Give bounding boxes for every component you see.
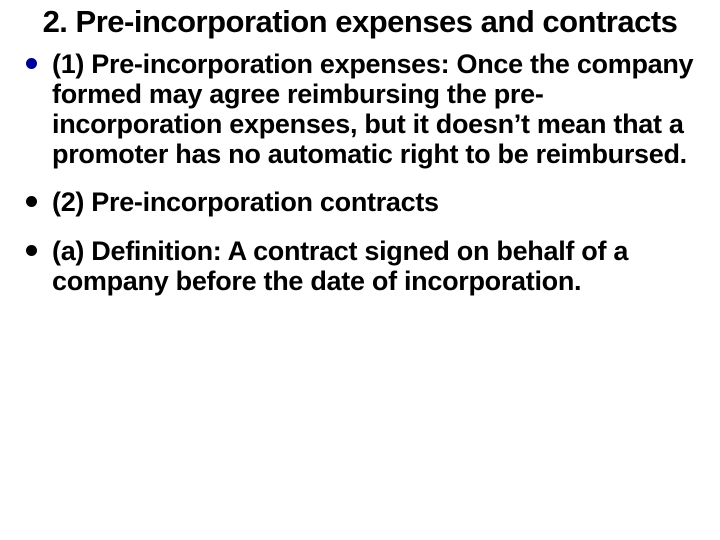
list-item-text: (1) Pre-incorporation expenses: Once the…: [52, 49, 693, 170]
list-item: (2) Pre-incorporation contracts: [20, 187, 700, 217]
bullet-list: (1) Pre-incorporation expenses: Once the…: [20, 49, 700, 297]
list-item-text: (a) Definition: A contract signed on beh…: [52, 236, 628, 296]
bullet-icon: [26, 196, 37, 207]
slide: 2. Pre-incorporation expenses and contra…: [0, 0, 720, 540]
bullet-icon: [26, 58, 37, 69]
slide-title: 2. Pre-incorporation expenses and contra…: [20, 6, 700, 39]
bullet-icon: [26, 245, 37, 256]
list-item-text: (2) Pre-incorporation contracts: [52, 187, 439, 217]
list-item: (a) Definition: A contract signed on beh…: [20, 236, 700, 296]
list-item: (1) Pre-incorporation expenses: Once the…: [20, 49, 700, 170]
